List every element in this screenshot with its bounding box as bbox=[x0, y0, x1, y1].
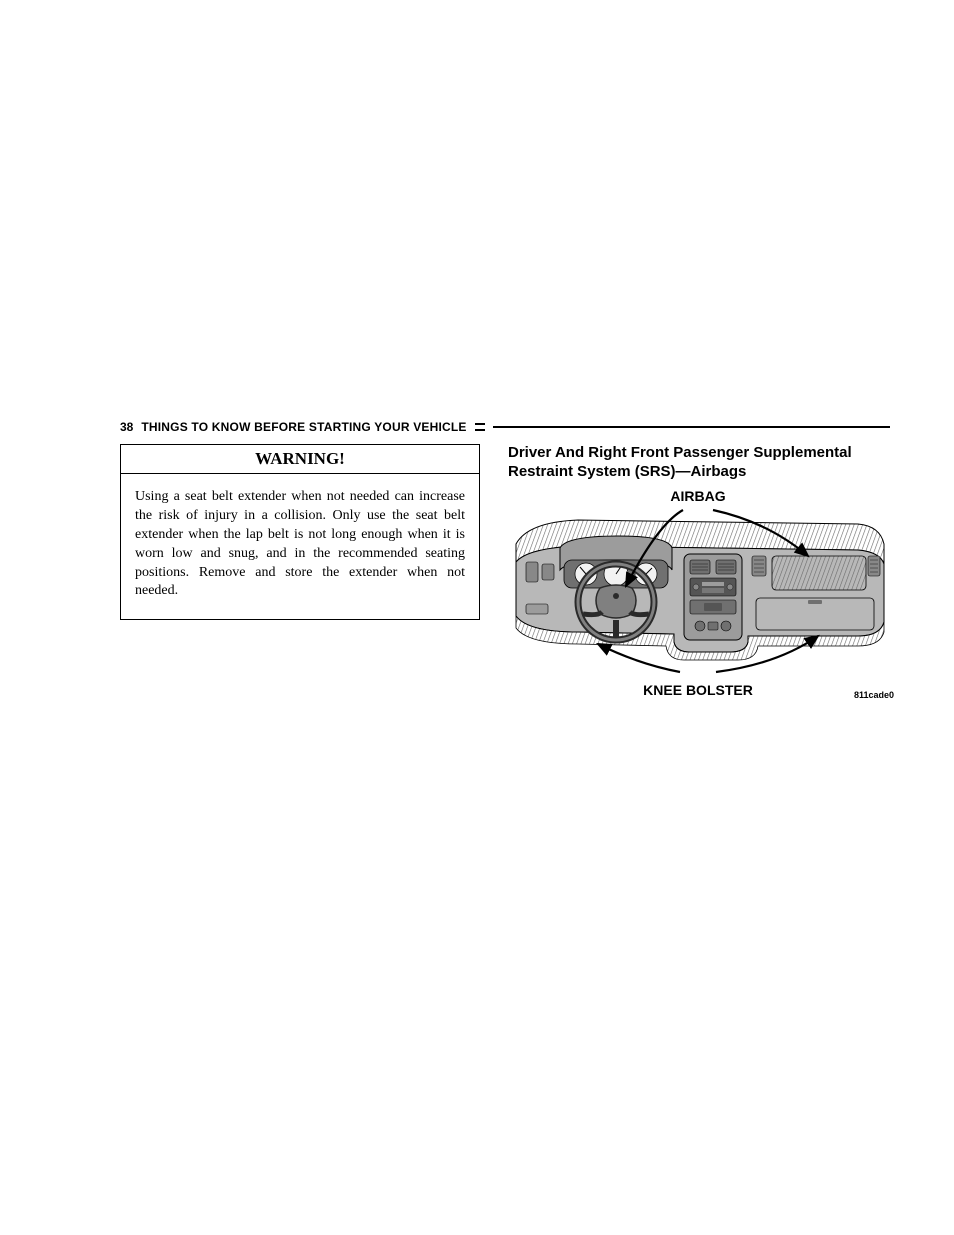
runhead-tick-icon bbox=[475, 423, 485, 431]
vent-icon bbox=[752, 556, 766, 576]
airbag-figure: AIRBAG bbox=[508, 488, 888, 698]
warning-title: WARNING! bbox=[120, 444, 480, 474]
running-head: 38 THINGS TO KNOW BEFORE STARTING YOUR V… bbox=[120, 420, 890, 434]
left-column: WARNING! Using a seat belt extender when… bbox=[120, 444, 480, 698]
content-area: 38 THINGS TO KNOW BEFORE STARTING YOUR V… bbox=[120, 420, 890, 698]
knob-icon bbox=[695, 621, 705, 631]
dashboard-illustration bbox=[508, 504, 888, 674]
running-head-title: THINGS TO KNOW BEFORE STARTING YOUR VEHI… bbox=[141, 420, 466, 434]
page-number: 38 bbox=[120, 420, 133, 434]
figure-label-knee-bolster: KNEE BOLSTER bbox=[643, 682, 753, 698]
runhead-rule bbox=[493, 426, 890, 428]
figure-label-airbag: AIRBAG bbox=[670, 488, 725, 504]
vent-icon bbox=[526, 562, 538, 582]
passenger-airbag-panel bbox=[772, 556, 866, 590]
page: 38 THINGS TO KNOW BEFORE STARTING YOUR V… bbox=[0, 0, 954, 1235]
horn-emblem-icon bbox=[613, 593, 619, 599]
knob-icon bbox=[721, 621, 731, 631]
vent-icon bbox=[868, 556, 880, 576]
columns: WARNING! Using a seat belt extender when… bbox=[120, 444, 890, 698]
warning-body: Using a seat belt extender when not need… bbox=[120, 474, 480, 620]
right-column: Driver And Right Front Passenger Supplem… bbox=[508, 444, 890, 698]
section-heading: Driver And Right Front Passenger Supplem… bbox=[508, 444, 890, 482]
figure-code: 811cade0 bbox=[854, 690, 894, 700]
